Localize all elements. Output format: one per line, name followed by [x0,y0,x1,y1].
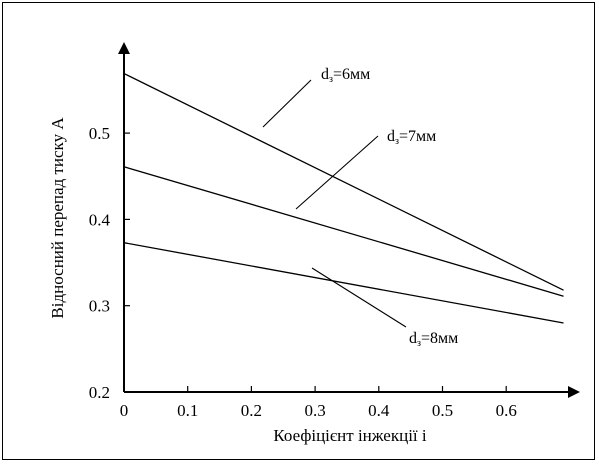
y-tick-label: 0.2 [89,383,110,402]
x-tick-label: 0.2 [241,401,262,420]
x-tick-label: 0.3 [304,401,325,420]
series-label: dз=7мм [387,128,436,147]
series-label-value: =6мм [333,66,370,83]
series-label-subscript: з [395,136,399,147]
series-label-value: =8мм [421,330,458,347]
series-label-subscript: з [329,74,333,85]
series-label-main: d [409,330,417,347]
x-tick-label: 0 [120,401,129,420]
x-tick-label: 0.4 [368,401,390,420]
y-axis-title: Відносний перепад тиску А [48,117,67,319]
series-line [123,166,564,297]
x-tick-label: 0.5 [432,401,453,420]
label-leader [295,135,379,210]
x-tick-label: 0.6 [496,401,517,420]
label-leader [311,267,407,328]
x-tick-label: 0.1 [177,401,198,420]
series-label-subscript: з [417,338,421,349]
series-label-main: d [321,66,329,83]
series-label: dз=6мм [321,66,370,85]
y-tick-label: 0.5 [89,124,110,143]
x-axis-title: Коефіцієнт інжекції і [273,426,427,445]
chart-frame [2,2,595,460]
x-ticks: 0 0.1 0.2 0.3 0.4 0.5 0.6 [120,386,517,420]
y-tick-label: 0.4 [89,210,111,229]
series-label-value: =7мм [399,128,436,145]
y-tick-label: 0.3 [89,297,110,316]
series-line [123,72,564,291]
series-line [123,242,564,324]
y-ticks: 0.2 0.3 0.4 0.5 [89,124,130,402]
series-lines [123,72,564,324]
series-label-main: d [387,128,395,145]
label-leaders [262,79,407,328]
label-leader [262,79,312,128]
series-label: dз=8мм [409,330,458,349]
